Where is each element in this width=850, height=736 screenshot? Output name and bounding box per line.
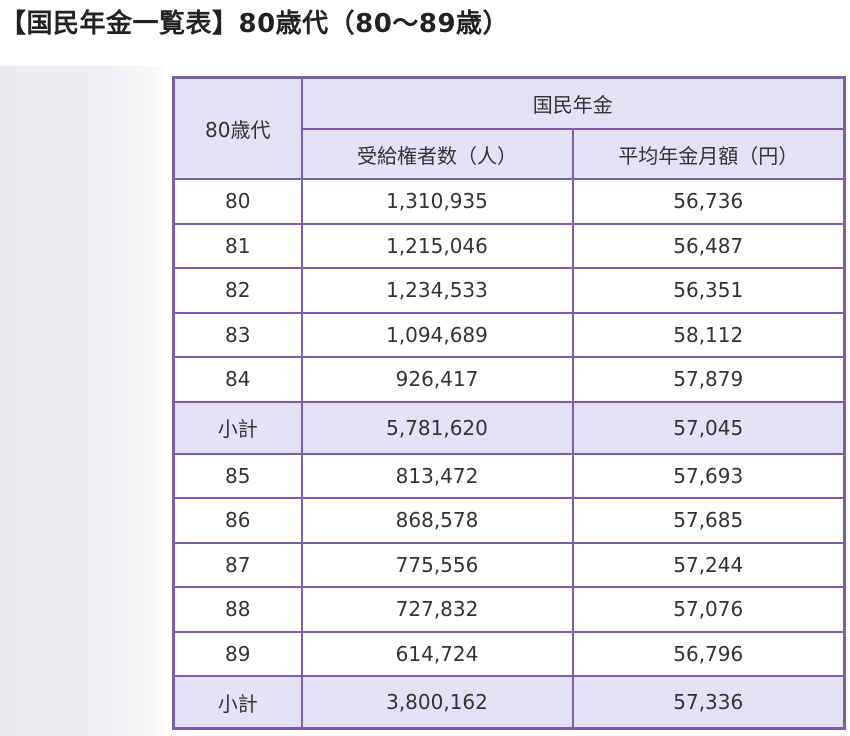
side-panel	[0, 66, 168, 736]
age-cell: 85	[172, 452, 303, 499]
header-row-group: 80歳代 国民年金	[172, 76, 846, 180]
age-column-header: 80歳代	[172, 76, 303, 180]
average-cell: 57,244	[571, 541, 846, 588]
table-row: 80 1,310,935 56,736	[172, 178, 846, 225]
average-cell: 57,879	[571, 356, 846, 403]
average-column-header: 平均年金月額（円）	[571, 128, 846, 180]
age-cell: 83	[172, 311, 303, 358]
age-cell: 86	[172, 497, 303, 544]
page-title: 【国民年金一覧表】80歳代（80〜89歳）	[0, 9, 510, 39]
subtotal-row: 小計 3,800,162 57,336	[172, 675, 846, 730]
count-cell: 813,472	[300, 452, 574, 499]
age-cell: 80	[172, 178, 303, 225]
table-row: 87 775,556 57,244	[172, 541, 846, 588]
header-row-columns: 受給権者数（人） 平均年金月額（円）	[174, 128, 846, 180]
table-row: 85 813,472 57,693	[172, 452, 846, 499]
subtotal-count-cell: 5,781,620	[300, 400, 574, 455]
count-cell: 926,417	[300, 356, 574, 403]
count-column-header: 受給権者数（人）	[300, 128, 574, 180]
age-cell: 88	[172, 586, 303, 633]
table-row: 81 1,215,046 56,487	[172, 222, 846, 269]
group-header: 国民年金	[300, 76, 846, 130]
count-cell: 1,310,935	[300, 178, 574, 225]
average-cell: 57,685	[571, 497, 846, 544]
subtotal-count-cell: 3,800,162	[300, 675, 574, 730]
table-row: 83 1,094,689 58,112	[172, 311, 846, 358]
count-cell: 1,215,046	[300, 222, 574, 269]
age-cell: 89	[172, 630, 303, 677]
average-cell: 57,693	[571, 452, 846, 499]
age-cell: 84	[172, 356, 303, 403]
count-cell: 614,724	[300, 630, 574, 677]
subtotal-label: 小計	[172, 675, 303, 730]
age-cell: 81	[172, 222, 303, 269]
pension-table: 80歳代 国民年金 受給権者数（人） 平均年金月額（円） 80 1,310,93…	[172, 76, 846, 730]
average-cell: 56,736	[571, 178, 846, 225]
average-cell: 56,487	[571, 222, 846, 269]
subtotal-average-cell: 57,045	[571, 400, 846, 455]
table-row: 84 926,417 57,879	[172, 356, 846, 403]
subtotal-row: 小計 5,781,620 57,045	[172, 400, 846, 455]
table-row: 86 868,578 57,685	[172, 497, 846, 544]
table-row: 88 727,832 57,076	[172, 586, 846, 633]
age-cell: 87	[172, 541, 303, 588]
table-row: 89 614,724 56,796	[172, 630, 846, 677]
average-cell: 56,351	[571, 267, 846, 314]
subtotal-average-cell: 57,336	[571, 675, 846, 730]
count-cell: 727,832	[300, 586, 574, 633]
average-cell: 57,076	[571, 586, 846, 633]
pension-table-container: 80歳代 国民年金 受給権者数（人） 平均年金月額（円） 80 1,310,93…	[172, 76, 846, 730]
average-cell: 58,112	[571, 311, 846, 358]
table-row: 82 1,234,533 56,351	[172, 267, 846, 314]
count-cell: 868,578	[300, 497, 574, 544]
count-cell: 775,556	[300, 541, 574, 588]
age-cell: 82	[172, 267, 303, 314]
count-cell: 1,094,689	[300, 311, 574, 358]
subtotal-label: 小計	[172, 400, 303, 455]
count-cell: 1,234,533	[300, 267, 574, 314]
average-cell: 56,796	[571, 630, 846, 677]
